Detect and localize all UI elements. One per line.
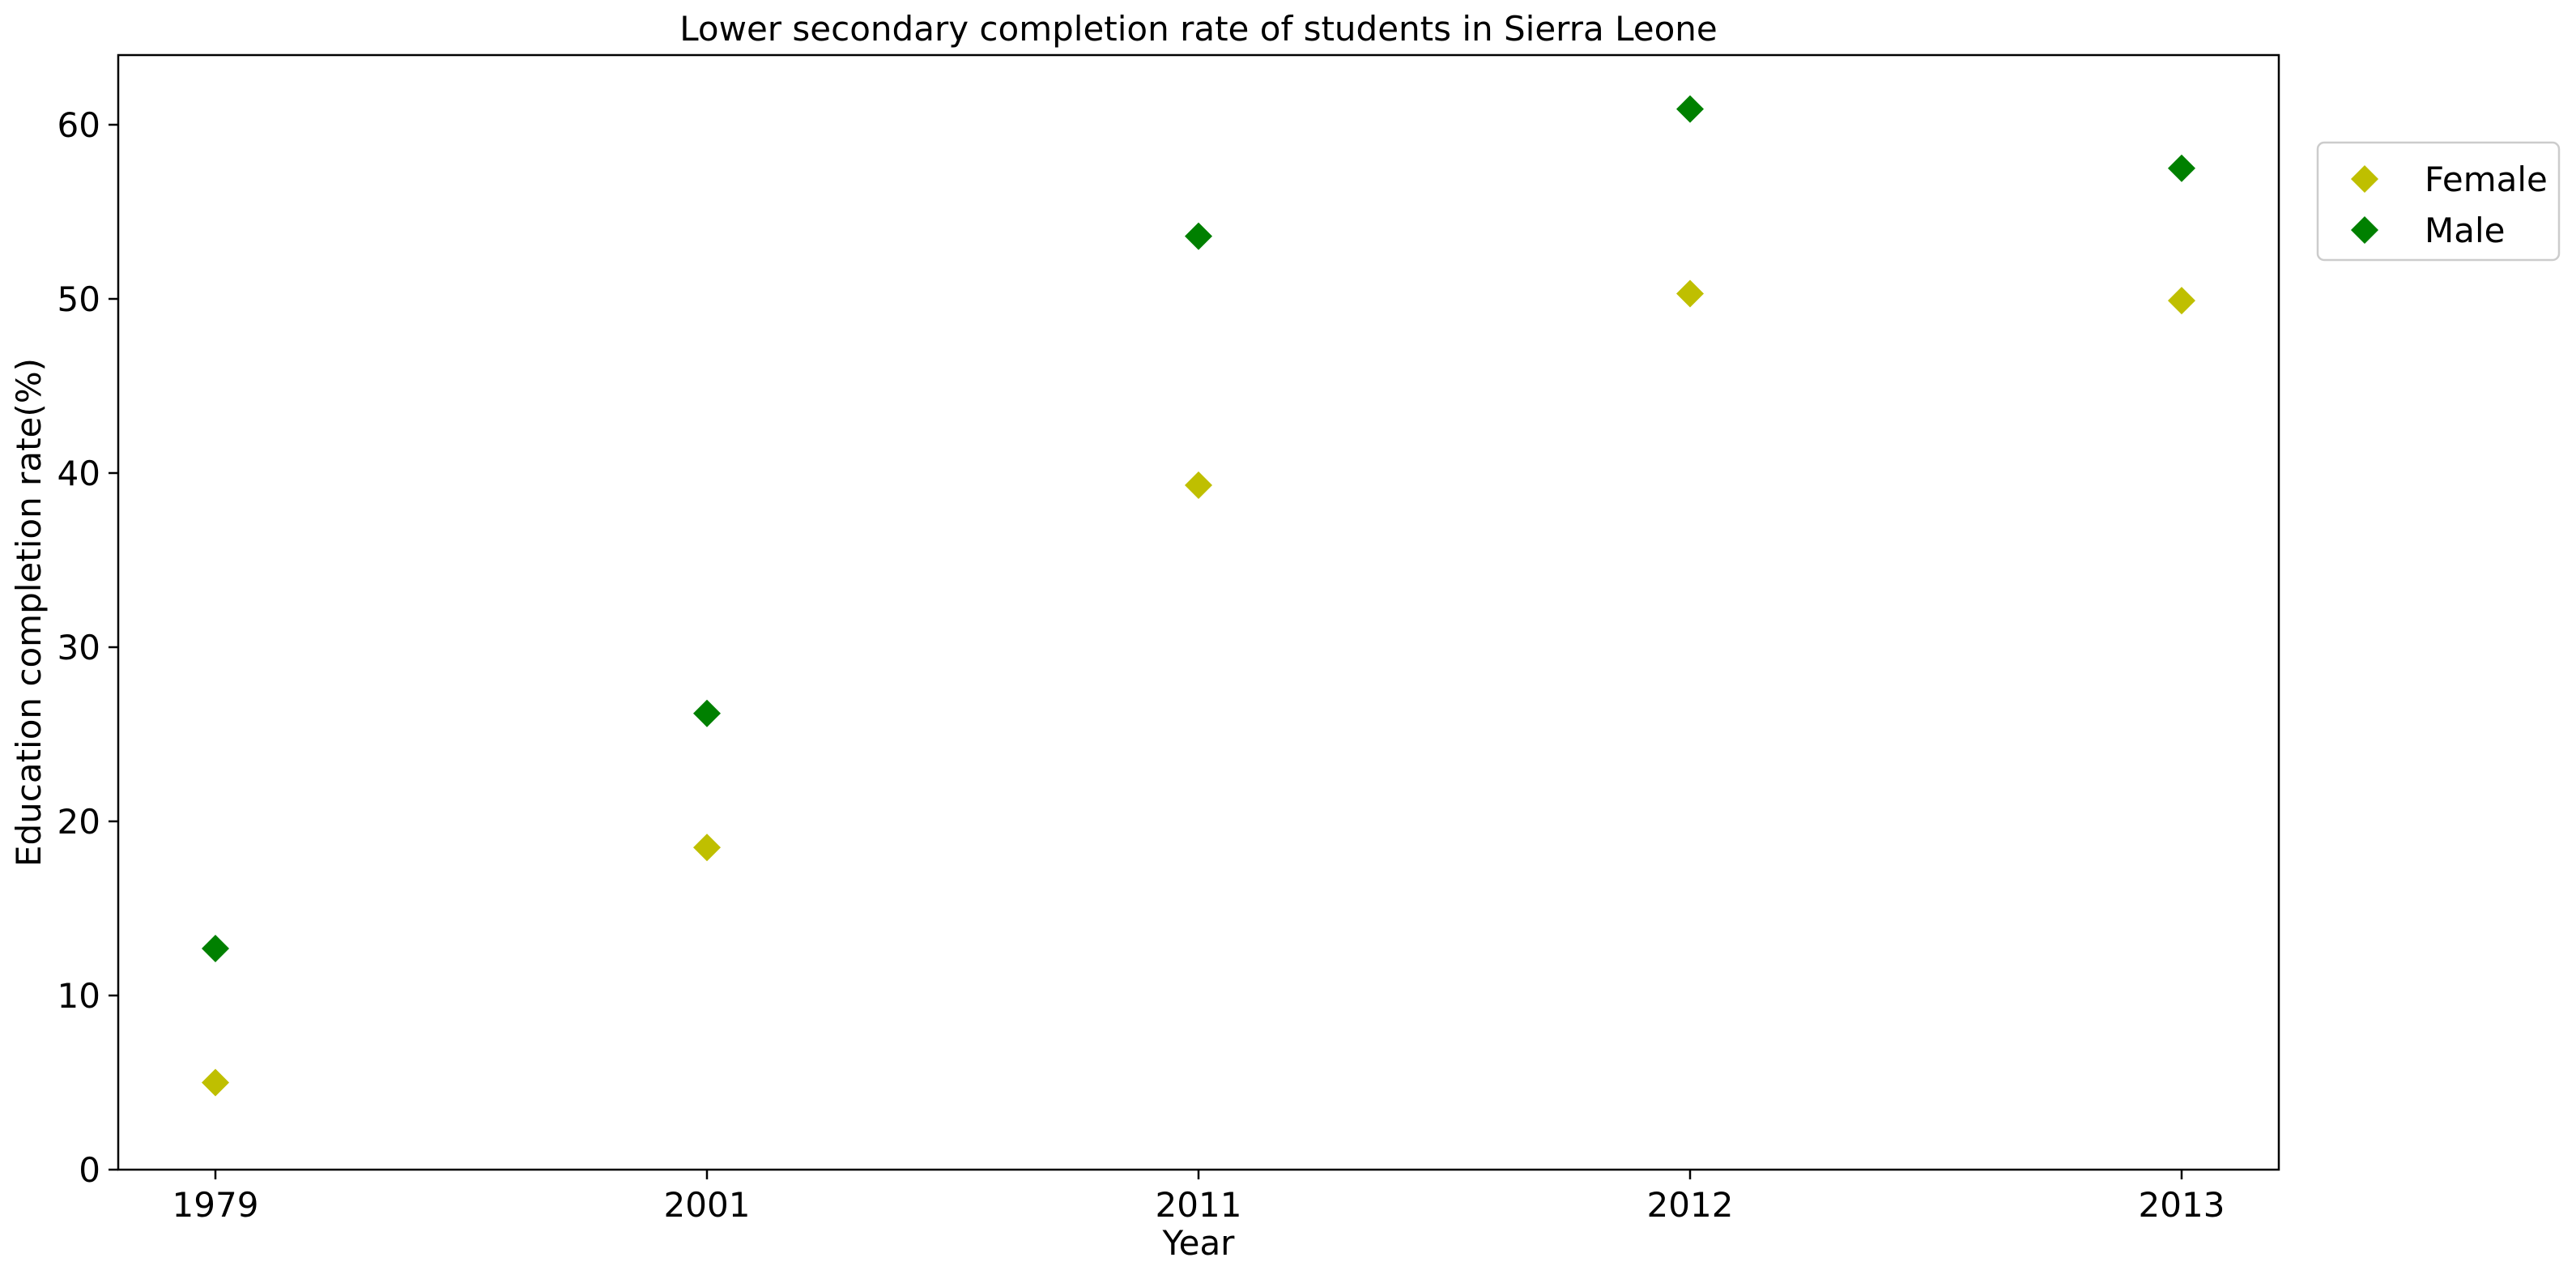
- data-point-female: [1676, 279, 1704, 308]
- y-axis-label: Education completion rate(%): [9, 358, 49, 867]
- y-tick-label: 50: [57, 279, 100, 319]
- y-tick-label: 60: [57, 105, 100, 145]
- y-tick-label: 40: [57, 454, 100, 493]
- legend-label-female: Female: [2425, 160, 2548, 199]
- chart-title: Lower secondary completion rate of stude…: [679, 9, 1717, 49]
- x-tick-label: 2012: [1647, 1185, 1734, 1225]
- x-tick-label: 1979: [172, 1185, 259, 1225]
- legend-frame: [2316, 141, 2561, 262]
- x-tick-label: 2001: [664, 1185, 751, 1225]
- legend: Female Male: [2316, 141, 2561, 262]
- legend-marker-female: [2351, 165, 2378, 193]
- y-tick-label: 10: [57, 976, 100, 1016]
- y-tick-label: 20: [57, 802, 100, 842]
- data-point-female: [1185, 471, 1212, 500]
- plot-area: 0 10 20 30 40 50 60 1979 2001 2011 2012 2013: [57, 53, 2280, 1225]
- data-point-female: [202, 1068, 229, 1097]
- legend-marker-male: [2351, 216, 2378, 244]
- data-point-male: [202, 934, 229, 962]
- legend-label-male: Male: [2425, 211, 2505, 250]
- data-point-male: [2168, 154, 2195, 182]
- data-point-male: [693, 699, 721, 727]
- x-tick-label: 2013: [2139, 1185, 2225, 1225]
- data-point-male: [1185, 222, 1212, 250]
- data-point-female: [2168, 287, 2195, 315]
- y-tick-label: 30: [57, 628, 100, 667]
- x-axis-label: Year: [1162, 1223, 1236, 1263]
- x-tick-label: 2011: [1156, 1185, 1242, 1225]
- plot-frame: [117, 53, 2280, 1171]
- data-point-female: [693, 833, 721, 862]
- y-tick-label: 0: [79, 1150, 100, 1190]
- data-point-male: [1676, 95, 1704, 123]
